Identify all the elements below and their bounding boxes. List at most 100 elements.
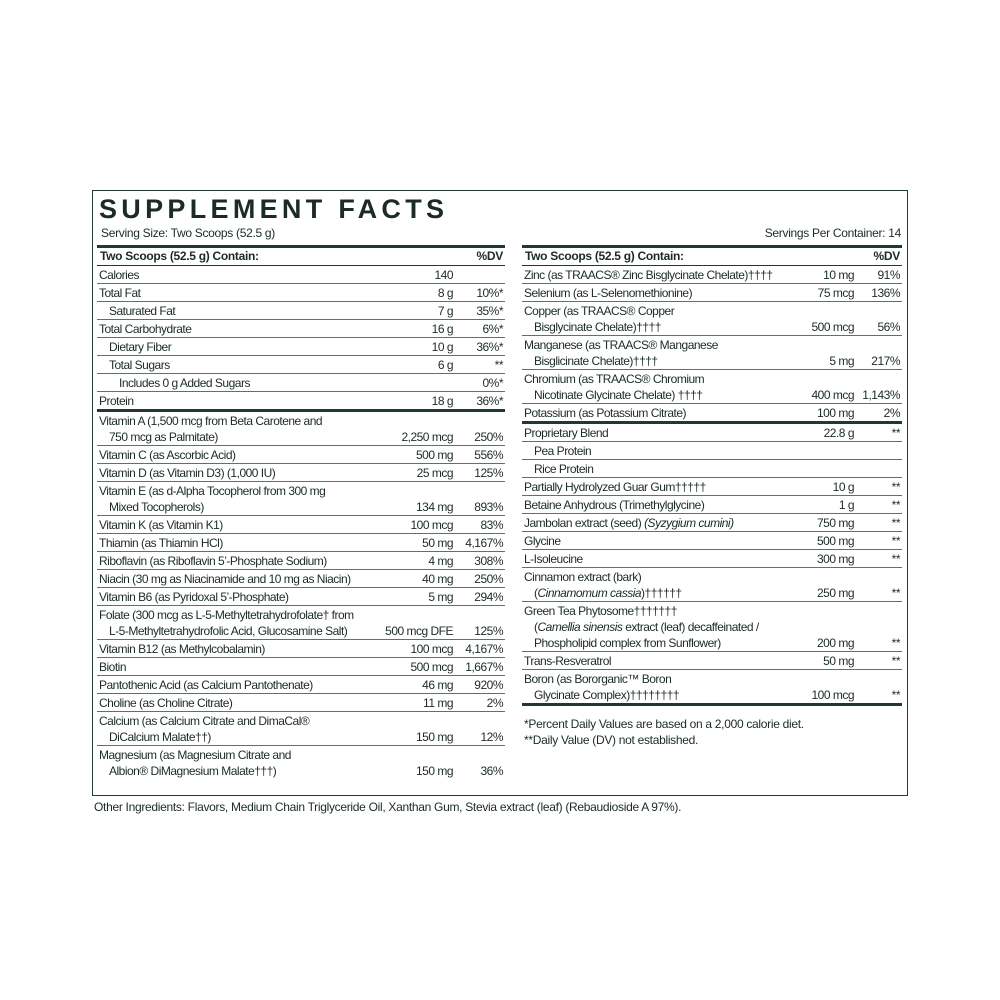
nutrient-row: Vitamin E (as d-Alpha Tocopherol from 30… <box>97 482 505 516</box>
nutrient-name-line: Vitamin D (as Vitamin D3) (1,000 IU) <box>99 466 276 480</box>
amount-per-serving: 50 mg <box>422 536 453 550</box>
daily-value: 217% <box>871 354 900 368</box>
nutrient-name-line: Chromium (as TRAACS® Chromium <box>524 372 705 386</box>
amount-per-serving: 18 g <box>431 394 454 408</box>
nutrient-name: Vitamin K (as Vitamin K1) <box>97 517 375 533</box>
amount-per-serving: 40 mg <box>422 572 453 586</box>
daily-value: 556% <box>474 448 503 462</box>
amount-per-serving: 50 mg <box>823 654 854 668</box>
nutrient-row: Magnesium (as Magnesium Citrate and Albio… <box>97 746 505 779</box>
column-header-dv: %DV <box>476 249 504 263</box>
nutrient-name-line: Zinc (as TRAACS® Zinc Bisglycinate Chela… <box>524 268 773 282</box>
daily-value: ** <box>891 654 901 668</box>
nutrient-name-line: Nicotinate Glycinate Chelate) †††† <box>534 388 703 402</box>
daily-value: 10%* <box>476 286 503 300</box>
nutrient-row: Calories 140 <box>97 266 505 284</box>
amount-per-serving: 5 mg <box>428 590 453 604</box>
daily-value: 2% <box>486 696 504 710</box>
amount-per-serving: 250 mg <box>816 586 855 600</box>
amount-per-serving: 10 g <box>431 340 454 354</box>
nutrient-name: Zinc (as TRAACS® Zinc Bisglycinate Chela… <box>522 267 790 283</box>
nutrient-name: L-Isoleucine <box>522 551 790 567</box>
nutrient-name: Rice Protein <box>522 461 790 477</box>
nutrient-name: Pea Protein <box>522 443 790 459</box>
nutrient-name-line: Pantothenic Acid (as Calcium Pantothenat… <box>99 678 313 692</box>
nutrient-row: Total Carbohydrate 16 g 6%* <box>97 320 505 338</box>
nutrient-name: Thiamin (as Thiamin HCl) <box>97 535 375 551</box>
nutrient-name-line: L-Isoleucine <box>524 552 583 566</box>
nutrient-row: Chromium (as TRAACS® Chromium Nicotinate … <box>522 370 902 404</box>
nutrient-name-line: Bisglicinate Chelate)†††† <box>534 354 658 368</box>
daily-value: 36% <box>480 764 503 778</box>
nutrient-row: Total Fat 8 g 10%* <box>97 284 505 302</box>
right-rows: Zinc (as TRAACS® Zinc Bisglycinate Chela… <box>522 266 902 706</box>
amount-per-serving: 10 g <box>832 480 855 494</box>
footnotes: *Percent Daily Values are based on a 2,0… <box>522 706 902 748</box>
nutrient-row: Manganese (as TRAACS® Manganese Bisglicin… <box>522 336 902 370</box>
latin-name: (Syzygium cumini) <box>644 516 734 530</box>
daily-value: 294% <box>474 590 503 604</box>
name-segment: ( <box>534 620 538 634</box>
nutrient-name-line: Vitamin K (as Vitamin K1) <box>99 518 223 532</box>
daily-value: 35%* <box>476 304 503 318</box>
column-header-dv: %DV <box>873 249 901 263</box>
nutrient-name-line: Calories <box>99 268 140 282</box>
nutrient-name-line: Vitamin E (as d-Alpha Tocopherol from 30… <box>99 484 326 498</box>
nutrient-name: Partially Hydrolyzed Guar Gum††††† <box>522 479 790 495</box>
nutrient-name-line: Phospholipid complex from Sunflower) <box>534 636 721 650</box>
amount-per-serving: 100 mcg <box>410 642 453 656</box>
amount-per-serving: 100 mcg <box>410 518 453 532</box>
latin-name: Cinnamomum cassia <box>537 586 642 600</box>
left-column-header: Two Scoops (52.5 g) Contain: %DV <box>97 245 505 266</box>
nutrient-name-line: DiCalcium Malate††) <box>109 730 211 744</box>
daily-value: ** <box>891 480 901 494</box>
amount-per-serving: 11 mg <box>423 696 453 710</box>
right-column: Two Scoops (52.5 g) Contain: %DV Zinc (a… <box>522 245 902 748</box>
amount-per-serving: 300 mg <box>816 552 855 566</box>
amount-per-serving: 500 mcg DFE <box>385 624 453 638</box>
amount-per-serving: 150 mg <box>415 730 454 744</box>
panel-title: SUPPLEMENT FACTS <box>99 194 449 224</box>
amount-per-serving: 75 mcg <box>817 286 855 300</box>
nutrient-name-line: Protein <box>99 394 134 408</box>
nutrient-name-line: Glycinate Complex)†††††††† <box>534 688 680 702</box>
daily-value: 125% <box>474 466 503 480</box>
daily-value: 2% <box>883 406 901 420</box>
nutrient-name: Niacin (30 mg as Niacinamide and 10 mg a… <box>97 571 375 587</box>
nutrient-name-line: Mixed Tocopherols) <box>109 500 204 514</box>
nutrient-row: Includes 0 g Added Sugars 0%* <box>97 374 505 392</box>
nutrient-name: Glycine <box>522 533 790 549</box>
daily-value: 83% <box>480 518 503 532</box>
nutrient-row: Total Sugars 6 g ** <box>97 356 505 374</box>
nutrient-row: Folate (300 mcg as L-5-Methyltetrahydrof… <box>97 606 505 640</box>
nutrient-name: Betaine Anhydrous (Trimethylglycine) <box>522 497 790 513</box>
nutrient-row: Partially Hydrolyzed Guar Gum††††† 10 g ** <box>522 478 902 496</box>
nutrient-row: Pantothenic Acid (as Calcium Pantothenat… <box>97 676 505 694</box>
nutrient-row: Boron (as Bororganic™ Boron Glycinate Com… <box>522 670 902 706</box>
nutrient-row: Green Tea Phytosome††††††† (Camellia sine… <box>522 602 902 652</box>
left-rows: Calories 140 Total Fat 8 g 10%* Saturated Fat… <box>97 266 505 779</box>
nutrient-name: Vitamin D (as Vitamin D3) (1,000 IU) <box>97 465 375 481</box>
nutrient-row: Vitamin K (as Vitamin K1) 100 mcg 83% <box>97 516 505 534</box>
daily-value: 36%* <box>476 394 503 408</box>
nutrient-row: Cinnamon extract (bark) (Cinnamomum cassi… <box>522 568 902 602</box>
nutrient-name-line: 750 mcg as Palmitate) <box>109 430 218 444</box>
daily-value: 56% <box>877 320 900 334</box>
name-segment: Jambolan extract (seed) <box>524 516 645 530</box>
nutrient-name: Green Tea Phytosome††††††† (Camellia sine… <box>522 603 790 651</box>
nutrient-name: Vitamin A (1,500 mcg from Beta Carotene … <box>97 413 375 445</box>
nutrient-name-line: Glycine <box>524 534 561 548</box>
daily-value: 36%* <box>476 340 503 354</box>
daily-value: ** <box>891 426 901 440</box>
daily-value: 893% <box>474 500 503 514</box>
nutrient-name: Chromium (as TRAACS® Chromium Nicotinate … <box>522 371 790 403</box>
amount-per-serving: 134 mg <box>415 500 454 514</box>
nutrient-name: Manganese (as TRAACS® Manganese Bisglicin… <box>522 337 790 369</box>
daily-value: 4,167% <box>465 536 503 550</box>
amount-per-serving: 8 g <box>437 286 454 300</box>
name-segment: ( <box>534 586 538 600</box>
nutrient-row: Potassium (as Potassium Citrate) 100 mg 2% <box>522 404 902 424</box>
nutrient-row: Niacin (30 mg as Niacinamide and 10 mg a… <box>97 570 505 588</box>
amount-per-serving: 200 mg <box>816 636 855 650</box>
nutrient-name-line: Albion® DiMagnesium Malate†††) <box>109 764 277 778</box>
